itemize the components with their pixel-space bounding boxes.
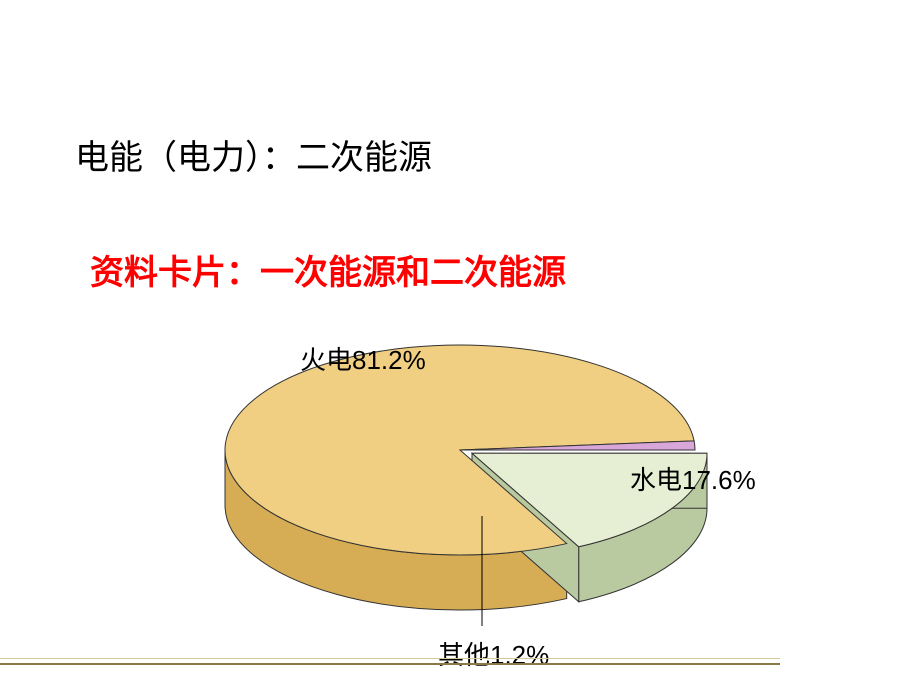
pie-chart-3d: 火电81.2% 水电17.6% 其他1.2% xyxy=(170,310,750,680)
pie-label-other: 其他1.2% xyxy=(438,635,549,672)
footer-divider xyxy=(0,659,780,665)
pie-label-fire: 火电81.2% xyxy=(300,340,426,377)
subtitle: 资料卡片：一次能源和二次能源 xyxy=(90,245,566,294)
pie-label-hydro: 水电17.6% xyxy=(630,460,756,497)
page-title: 电能（电力）：二次能源 xyxy=(75,130,432,179)
